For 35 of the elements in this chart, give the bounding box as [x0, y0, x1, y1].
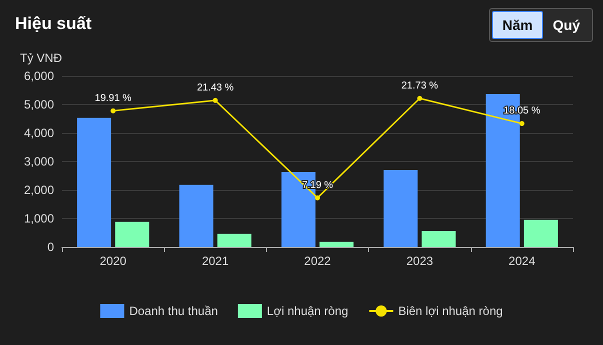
y-tick-label: 6,000: [24, 69, 54, 83]
y-tick-label: 3,000: [24, 154, 54, 168]
y-tick-label: 5,000: [24, 98, 54, 112]
y-tick-label: 2,000: [24, 183, 54, 197]
legend-label: Doanh thu thuần: [129, 304, 218, 318]
x-tick-label: 2024: [508, 254, 536, 268]
bar: [77, 118, 112, 247]
bar: [115, 222, 150, 247]
bar: [320, 242, 354, 247]
legend-label: Biên lợi nhuận ròng: [398, 304, 503, 318]
y-tick-label: 4,000: [24, 126, 54, 140]
legend-label: Lợi nhuận ròng: [266, 304, 348, 318]
y-tick-label: 0: [47, 240, 54, 254]
y-axis-title: Tỷ VNĐ: [20, 51, 62, 65]
x-tick-label: 2021: [202, 254, 229, 268]
point: [110, 108, 116, 114]
point: [417, 96, 422, 101]
x-tick-label: 2023: [406, 254, 434, 268]
data-label: 19.91 %: [94, 92, 132, 104]
bar: [524, 220, 558, 247]
point: [315, 195, 320, 200]
bar: [384, 170, 418, 247]
bar: [217, 234, 252, 247]
text: Quý: [552, 16, 581, 35]
x-tick-label: 2020: [100, 254, 127, 268]
data-label: 21.43 %: [196, 82, 234, 94]
bar: [179, 184, 214, 247]
text: Năm: [492, 11, 543, 39]
point: [212, 98, 218, 103]
x-tick-label: 2022: [304, 254, 332, 268]
chart-title: Hiệu suất: [15, 14, 92, 33]
point: [519, 121, 524, 126]
bar: [422, 231, 456, 247]
data-label: 21.73 %: [401, 80, 438, 92]
y-tick-label: 1,000: [24, 212, 54, 226]
